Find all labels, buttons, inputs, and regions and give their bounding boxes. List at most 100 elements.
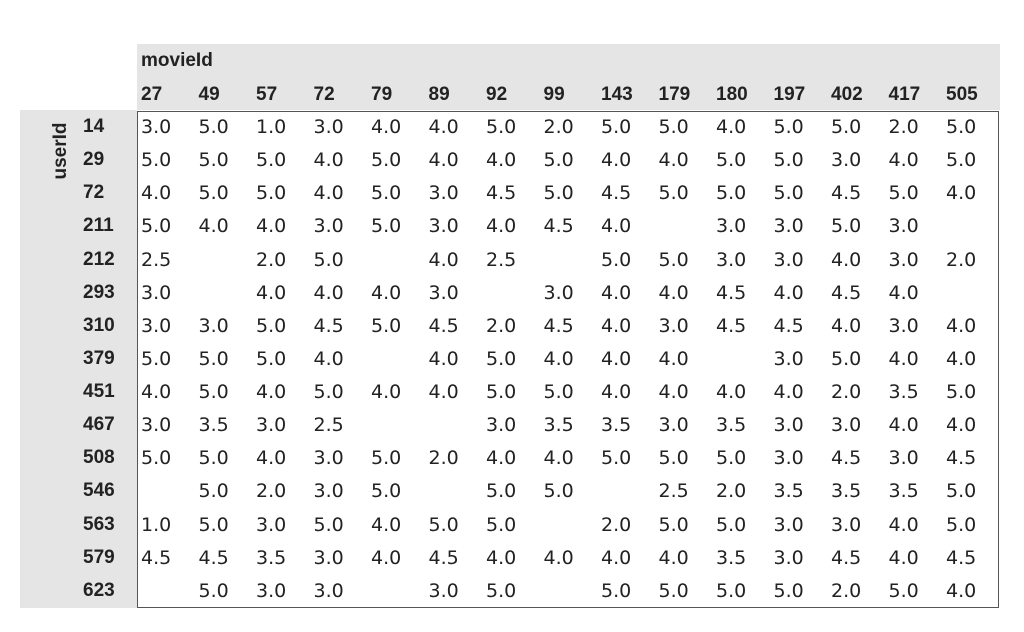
rating-cell: 5.0 bbox=[716, 579, 747, 602]
rating-cell: 4.0 bbox=[658, 546, 689, 569]
rating-cell: 4.0 bbox=[543, 546, 574, 569]
rating-cell: 4.0 bbox=[773, 381, 804, 404]
table-body bbox=[137, 111, 999, 608]
rating-cell: 4.0 bbox=[601, 215, 632, 238]
rating-cell: 3.0 bbox=[428, 281, 459, 304]
rating-cell: 5.0 bbox=[601, 447, 632, 470]
rating-cell: 4.0 bbox=[313, 149, 344, 172]
rating-cell: 5.0 bbox=[543, 480, 574, 503]
rating-cell: 4.0 bbox=[888, 414, 919, 437]
rating-cell: 5.0 bbox=[486, 579, 517, 602]
row-label: 72 bbox=[83, 182, 105, 204]
row-label: 563 bbox=[83, 513, 115, 535]
rating-cell: 4.0 bbox=[601, 347, 632, 370]
column-label: 180 bbox=[716, 84, 748, 105]
rating-cell: 2.0 bbox=[256, 248, 287, 271]
rating-cell: 3.0 bbox=[256, 414, 287, 437]
rating-cell: 4.5 bbox=[831, 281, 862, 304]
rating-cell: 4.0 bbox=[141, 381, 172, 404]
rating-cell: 5.0 bbox=[371, 215, 402, 238]
column-label: 417 bbox=[888, 84, 921, 105]
row-label: 579 bbox=[83, 546, 115, 568]
rating-cell: 3.0 bbox=[773, 347, 804, 370]
rating-cell: 5.0 bbox=[716, 149, 747, 172]
column-label: 402 bbox=[831, 84, 863, 105]
rating-cell: 5.0 bbox=[256, 314, 287, 337]
column-label: 79 bbox=[371, 84, 393, 105]
rating-cell: 3.0 bbox=[658, 314, 689, 337]
rating-cell: 4.5 bbox=[831, 546, 862, 569]
rating-cell: 5.0 bbox=[946, 513, 977, 536]
rating-cell: 3.5 bbox=[716, 414, 747, 437]
rating-cell: 4.0 bbox=[601, 314, 632, 337]
rating-cell: 4.0 bbox=[716, 381, 747, 404]
rating-cell: 3.0 bbox=[773, 513, 804, 536]
rating-cell: 4.0 bbox=[256, 281, 287, 304]
rating-cell: 5.0 bbox=[888, 579, 919, 602]
rating-cell: 4.5 bbox=[831, 447, 862, 470]
rating-cell: 4.0 bbox=[946, 182, 977, 205]
rating-cell: 3.0 bbox=[141, 116, 172, 138]
rating-cell: 3.5 bbox=[888, 381, 919, 404]
column-header: movieId bbox=[141, 50, 213, 71]
rating-cell: 4.5 bbox=[543, 314, 574, 337]
rating-cell: 4.0 bbox=[888, 149, 919, 172]
rating-cell: 5.0 bbox=[773, 579, 804, 602]
rating-cell: 4.0 bbox=[601, 546, 632, 569]
rating-cell: 3.0 bbox=[428, 215, 459, 238]
rating-cell: 4.0 bbox=[313, 182, 344, 205]
rating-cell: 3.0 bbox=[773, 414, 804, 437]
rating-cell: 1.0 bbox=[141, 513, 172, 536]
rating-cell: 5.0 bbox=[198, 381, 229, 404]
rating-cell: 5.0 bbox=[773, 182, 804, 205]
rating-cell: 5.0 bbox=[486, 480, 517, 503]
column-label: 99 bbox=[543, 84, 565, 105]
rating-cell: 5.0 bbox=[658, 447, 689, 470]
rating-cell: 5.0 bbox=[371, 447, 402, 470]
row-header-box: userId bbox=[44, 118, 78, 188]
row-label: 14 bbox=[83, 116, 105, 137]
rating-cell: 2.5 bbox=[486, 248, 517, 271]
rating-cell: 5.0 bbox=[601, 579, 632, 602]
rating-cell: 3.0 bbox=[773, 546, 804, 569]
rating-cell: 4.0 bbox=[831, 248, 862, 271]
rating-cell: 4.0 bbox=[141, 182, 172, 205]
row-label: 467 bbox=[83, 414, 115, 436]
row-label: 623 bbox=[83, 579, 115, 601]
rating-cell: 4.0 bbox=[658, 347, 689, 370]
rating-cell: 5.0 bbox=[371, 314, 402, 337]
column-label: 49 bbox=[198, 84, 220, 105]
rating-cell: 2.5 bbox=[141, 248, 172, 271]
rating-cell: 4.0 bbox=[946, 314, 977, 337]
rating-cell: 4.0 bbox=[428, 347, 459, 370]
rating-cell: 4.0 bbox=[888, 546, 919, 569]
rating-cell: 4.0 bbox=[486, 149, 517, 172]
rating-cell: 2.0 bbox=[946, 248, 977, 271]
rating-cell: 5.0 bbox=[601, 248, 632, 271]
rating-cell: 4.0 bbox=[601, 381, 632, 404]
rating-cell: 5.0 bbox=[198, 347, 229, 370]
rating-cell: 5.0 bbox=[198, 149, 229, 172]
rating-cell: 4.0 bbox=[946, 579, 977, 602]
rating-cell: 4.0 bbox=[831, 314, 862, 337]
rating-cell: 5.0 bbox=[773, 149, 804, 172]
rating-cell: 5.0 bbox=[658, 116, 689, 138]
rating-cell: 5.0 bbox=[658, 182, 689, 205]
rating-cell: 5.0 bbox=[198, 480, 229, 503]
rating-cell: 5.0 bbox=[198, 447, 229, 470]
rating-cell: 3.0 bbox=[313, 215, 344, 238]
rating-cell: 5.0 bbox=[141, 347, 172, 370]
rating-cell: 2.5 bbox=[658, 480, 689, 503]
rating-cell: 3.0 bbox=[313, 579, 344, 602]
rating-cell: 5.0 bbox=[428, 513, 459, 536]
rating-cell: 3.0 bbox=[888, 314, 919, 337]
rating-cell: 5.0 bbox=[543, 182, 574, 205]
rating-cell: 2.0 bbox=[543, 116, 574, 138]
rating-cell: 4.0 bbox=[486, 447, 517, 470]
rating-cell: 4.0 bbox=[543, 447, 574, 470]
rating-cell: 5.0 bbox=[198, 513, 229, 536]
column-label: 179 bbox=[658, 84, 691, 105]
rating-cell: 5.0 bbox=[831, 116, 862, 138]
rating-cell: 3.0 bbox=[428, 182, 459, 205]
rating-cell: 5.0 bbox=[773, 116, 804, 138]
